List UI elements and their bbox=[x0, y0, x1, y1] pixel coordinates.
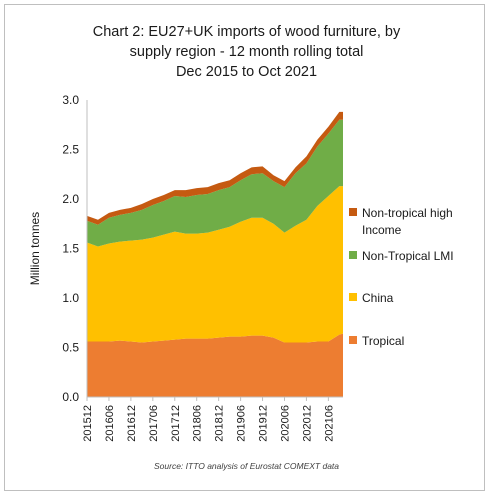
x-tick-label: 201712 bbox=[170, 405, 182, 442]
y-tick-label: 1.0 bbox=[62, 291, 79, 305]
x-tick-label: 202012 bbox=[301, 405, 313, 442]
x-tick-label: 201812 bbox=[214, 405, 226, 442]
legend-label-china: China bbox=[362, 291, 394, 305]
y-tick-label: 0.0 bbox=[62, 390, 79, 404]
y-axis-label: Million tonnes bbox=[28, 212, 42, 285]
legend-label-tropical: Tropical bbox=[362, 334, 404, 348]
y-tick-label: 1.5 bbox=[62, 242, 79, 256]
legend-label-line: Non-tropical high bbox=[362, 206, 453, 220]
y-tick-label: 3.0 bbox=[62, 93, 79, 107]
x-tick-label: 201512 bbox=[82, 405, 94, 442]
chart-title: Chart 2: EU27+UK imports of wood furnitu… bbox=[0, 22, 493, 82]
x-tick-label: 201912 bbox=[258, 405, 270, 442]
chart-title-line-2: supply region - 12 month rolling total bbox=[129, 44, 364, 60]
y-tick-label: 0.5 bbox=[62, 341, 79, 355]
area-china bbox=[87, 186, 343, 343]
legend-swatch-china bbox=[349, 293, 357, 301]
x-tick-label: 201606 bbox=[104, 405, 116, 442]
x-tick-label: 201906 bbox=[236, 405, 248, 442]
chart-title-line-1: Chart 2: EU27+UK imports of wood furnitu… bbox=[92, 24, 401, 40]
legend-swatch-tropical bbox=[349, 336, 357, 344]
area-non-tropical-lmi bbox=[87, 119, 343, 247]
legend-label-line: Income bbox=[362, 223, 402, 237]
y-tick-label: 2.0 bbox=[62, 192, 79, 206]
legend-swatch-non-tropical-high-income bbox=[349, 208, 357, 216]
x-tick-label: 202006 bbox=[279, 405, 291, 442]
x-tick-label: 201612 bbox=[126, 405, 138, 442]
legend-label-non-tropical-lmi: Non-Tropical LMI bbox=[362, 249, 454, 263]
x-tick-label: 202106 bbox=[323, 405, 335, 442]
legend-label-non-tropical-high-income: Non-tropical high Income bbox=[362, 206, 453, 237]
legend-swatch-non-tropical-lmi bbox=[349, 251, 357, 259]
chart-title-line-3: Dec 2015 to Oct 2021 bbox=[175, 64, 318, 80]
x-tick-label: 201806 bbox=[192, 405, 204, 442]
x-tick-label: 201706 bbox=[148, 405, 160, 442]
chart-source: Source: ITTO analysis of Eurostat COMEXT… bbox=[153, 461, 340, 471]
area-non-tropical-high-income bbox=[87, 111, 343, 225]
area-tropical bbox=[87, 333, 343, 397]
y-tick-label: 2.5 bbox=[62, 143, 79, 157]
